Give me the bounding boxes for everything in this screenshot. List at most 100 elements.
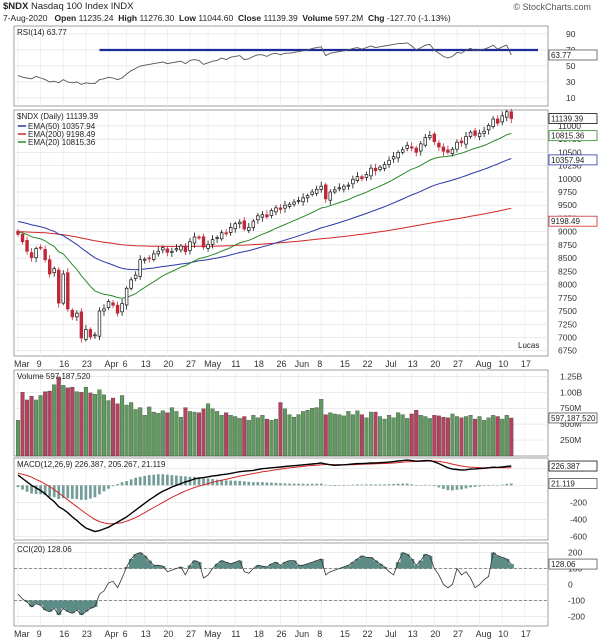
candle-body xyxy=(29,252,34,258)
symbol: $NDX xyxy=(3,1,29,12)
candle-body xyxy=(133,274,138,279)
cci-fill-bar xyxy=(499,557,505,569)
candle-body xyxy=(446,149,450,153)
price-tick-label: 7500 xyxy=(558,306,577,316)
cci-fill-bar xyxy=(264,566,270,569)
date-label-bottom: Mar xyxy=(14,629,30,639)
price-tick-label: 6750 xyxy=(558,346,577,356)
volume-bar xyxy=(25,399,30,457)
date-label-bottom: 27 xyxy=(186,629,196,639)
candle-body xyxy=(161,247,165,251)
candle-body xyxy=(333,189,337,193)
candle-body xyxy=(410,146,414,149)
macd-histogram-bar xyxy=(184,476,187,486)
cci-fill-bar xyxy=(156,565,161,569)
close-value: 11139.39 xyxy=(263,13,298,23)
macd-histogram-bar xyxy=(374,484,377,486)
cci-fill-bar xyxy=(42,600,48,611)
macd-histogram-bar xyxy=(247,481,251,486)
candle-body xyxy=(464,136,468,145)
macd-histogram-bar xyxy=(392,483,395,486)
cci-fill-bar xyxy=(223,562,229,569)
volume-value: 597.2M xyxy=(334,13,364,23)
macd-histogram-bar xyxy=(487,485,491,486)
candle-body xyxy=(124,287,129,306)
date-label: 15 xyxy=(340,359,350,369)
candle-body xyxy=(455,141,459,150)
rsi-label: RSI(14) 63.77 xyxy=(17,28,67,37)
volume-bar xyxy=(323,414,328,457)
cci-fill-bar xyxy=(359,555,365,569)
macd-histogram-bar xyxy=(360,484,364,486)
candle-body xyxy=(486,124,491,131)
volume-bar xyxy=(219,415,224,457)
cci-fill-bar xyxy=(232,562,238,569)
cci-fill-bar xyxy=(38,600,44,606)
candle-body xyxy=(25,240,29,252)
volume-bar xyxy=(120,395,125,457)
candle-body xyxy=(88,329,93,338)
candle-body xyxy=(152,253,156,260)
candle-body xyxy=(405,145,409,149)
candle-body xyxy=(346,184,351,187)
candle-body xyxy=(210,239,215,245)
price-tag-box xyxy=(548,130,598,142)
volume-bar xyxy=(423,416,428,457)
volume-bar xyxy=(129,402,134,457)
price-tag: 10815.36 xyxy=(551,132,585,141)
rsi-tick-label: 90 xyxy=(566,29,576,39)
price-tick-label: 8750 xyxy=(558,240,577,250)
price-tag-box xyxy=(548,113,598,124)
cci-fill-bar xyxy=(377,563,383,569)
volume-bar xyxy=(314,407,319,457)
ema50-line xyxy=(17,158,512,271)
macd-histogram-bar xyxy=(324,484,328,486)
date-label-bottom: 9 xyxy=(37,629,42,639)
macd-histogram-bar xyxy=(333,485,337,487)
cci-fill-bar xyxy=(70,600,75,614)
macd-histogram-bar xyxy=(365,484,368,486)
brand-logo[interactable]: © StockCharts.com xyxy=(513,2,591,12)
cci-fill-bar xyxy=(124,566,130,569)
volume-bar xyxy=(436,415,441,457)
volume-bar xyxy=(201,408,206,457)
date-label-bottom: 20 xyxy=(430,629,440,639)
cci-fill-bar xyxy=(51,600,57,609)
cci-fill-bar xyxy=(278,565,284,569)
cci-fill-bar xyxy=(350,562,356,569)
cci-fill-bar xyxy=(260,566,265,569)
cci-last-tag: 128.06 xyxy=(551,560,576,569)
volume-bar xyxy=(156,413,161,457)
volume-bar xyxy=(454,416,459,457)
macd-histogram-bar xyxy=(460,485,463,490)
date-label-bottom: 26 xyxy=(276,629,286,639)
rsi-last-tag: 63.77 xyxy=(551,51,572,60)
volume-bar xyxy=(260,415,265,457)
macd-histogram-bar xyxy=(446,485,450,491)
candle-body xyxy=(16,230,20,235)
candle-body xyxy=(106,301,111,308)
cci-fill-bar xyxy=(495,555,501,569)
cci-fill-bar xyxy=(24,600,30,603)
candle-body xyxy=(251,220,256,228)
volume-bar xyxy=(228,415,233,457)
date-label: 26 xyxy=(276,359,286,369)
macd-histogram-bar xyxy=(21,485,24,490)
volume-bar xyxy=(160,410,165,457)
macd-histogram-bar xyxy=(292,483,296,486)
cci-fill-bar xyxy=(192,560,198,569)
macd-histogram-bar xyxy=(401,483,405,486)
macd-histogram-bar xyxy=(310,483,314,486)
date-label-bottom: 23 xyxy=(82,629,92,639)
low-label: Low xyxy=(179,13,197,23)
volume-tick-label: 1.00B xyxy=(560,387,583,397)
macd-histogram-bar xyxy=(43,485,47,496)
price-tick-label: 8250 xyxy=(558,266,577,276)
candle-body xyxy=(500,115,504,123)
macd-histogram-bar xyxy=(197,477,201,486)
title-line: $NDX Nasdaq 100 Index INDX xyxy=(3,1,133,12)
candle-body xyxy=(206,244,210,249)
macd-histogram-bar xyxy=(405,483,409,486)
candle-body xyxy=(215,237,219,239)
